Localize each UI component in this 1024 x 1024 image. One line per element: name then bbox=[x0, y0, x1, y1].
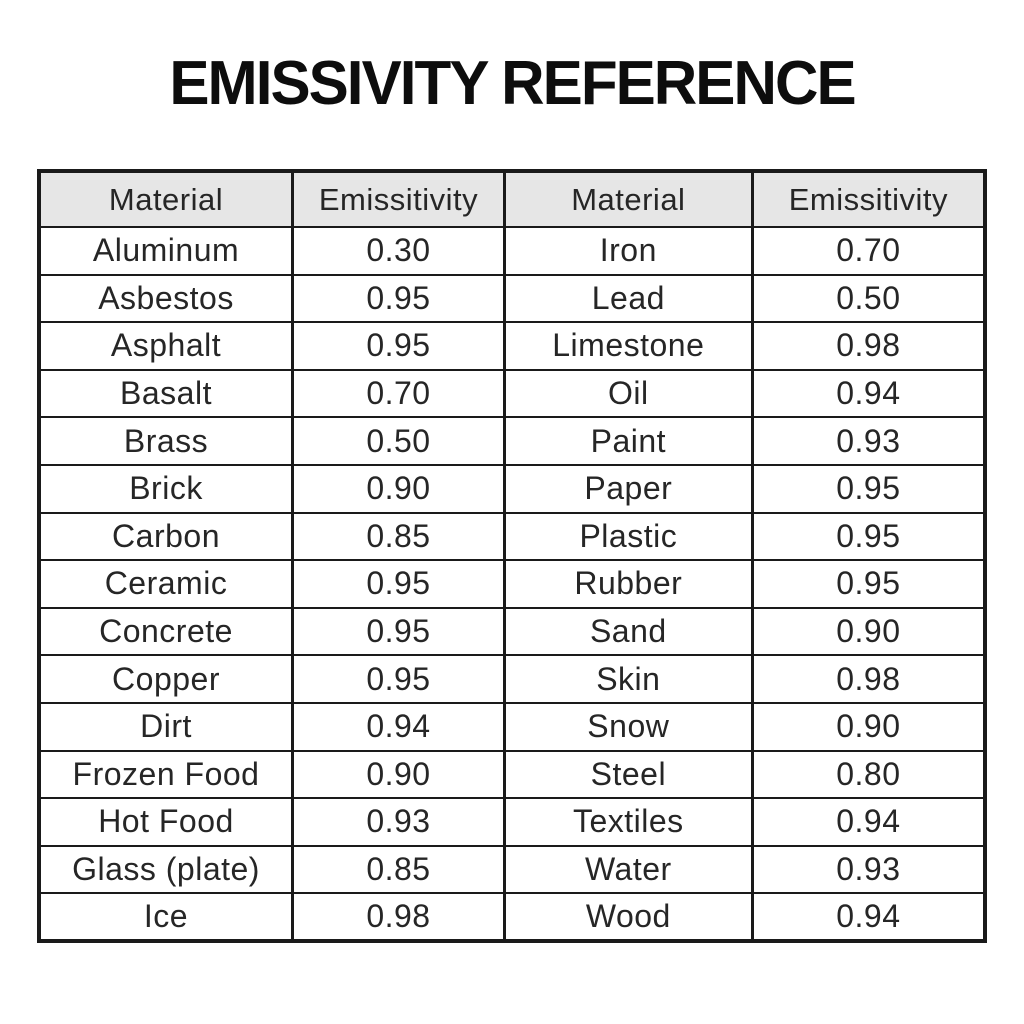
emissivity-cell: 0.98 bbox=[750, 654, 987, 704]
material-cell: Ice bbox=[37, 892, 295, 942]
table-row: Copper 0.95 Skin 0.98 bbox=[37, 654, 987, 704]
emissivity-cell: 0.70 bbox=[750, 226, 987, 276]
table-header: Material Emissitivity Material Emissitiv… bbox=[37, 170, 987, 228]
emissivity-cell: 0.95 bbox=[750, 463, 987, 514]
table-row: Ceramic 0.95 Rubber 0.95 bbox=[37, 559, 987, 609]
emissivity-cell: 0.93 bbox=[750, 844, 987, 895]
emissivity-cell: 0.95 bbox=[750, 511, 987, 562]
table-row: Hot Food 0.93 Textiles 0.94 bbox=[37, 797, 987, 847]
table-body: Aluminum 0.30 Iron 0.70 Asbestos 0.95 Le… bbox=[37, 226, 987, 942]
table-row: Glass (plate) 0.85 Water 0.93 bbox=[37, 844, 987, 895]
emissivity-cell: 0.50 bbox=[750, 273, 987, 324]
emissivity-cell: 0.94 bbox=[750, 368, 987, 419]
material-cell: Rubber bbox=[502, 559, 754, 609]
table-row: Frozen Food 0.90 Steel 0.80 bbox=[37, 749, 987, 800]
emissivity-cell: 0.50 bbox=[291, 416, 506, 466]
material-cell: Dirt bbox=[37, 701, 295, 752]
material-cell: Iron bbox=[502, 226, 754, 276]
page-title: EMISSIVITY REFERENCE bbox=[169, 49, 856, 118]
emissivity-cell: 0.98 bbox=[291, 892, 506, 942]
material-cell: Hot Food bbox=[37, 797, 295, 847]
table-row: Dirt 0.94 Snow 0.90 bbox=[37, 701, 987, 752]
table-row: Aluminum 0.30 Iron 0.70 bbox=[37, 226, 987, 276]
table-row: Ice 0.98 Wood 0.94 bbox=[37, 892, 987, 942]
material-cell: Skin bbox=[502, 654, 754, 704]
material-cell: Brick bbox=[37, 463, 295, 514]
emissivity-cell: 0.90 bbox=[750, 606, 987, 657]
emissivity-cell: 0.94 bbox=[750, 892, 987, 942]
material-cell: Glass (plate) bbox=[37, 844, 295, 895]
material-cell: Carbon bbox=[37, 511, 295, 562]
header-material-left: Material bbox=[37, 170, 295, 228]
emissivity-cell: 0.95 bbox=[291, 654, 506, 704]
material-cell: Brass bbox=[37, 416, 295, 466]
material-cell: Ceramic bbox=[37, 559, 295, 609]
table-row: Concrete 0.95 Sand 0.90 bbox=[37, 606, 987, 657]
header-emissivity-right: Emissitivity bbox=[750, 170, 987, 228]
emissivity-cell: 0.95 bbox=[291, 606, 506, 657]
material-cell: Aluminum bbox=[37, 226, 295, 276]
emissivity-cell: 0.94 bbox=[750, 797, 987, 847]
emissivity-cell: 0.80 bbox=[750, 749, 987, 800]
material-cell: Asphalt bbox=[37, 321, 295, 371]
material-cell: Limestone bbox=[502, 321, 754, 371]
emissivity-cell: 0.70 bbox=[291, 368, 506, 419]
material-cell: Frozen Food bbox=[37, 749, 295, 800]
material-cell: Water bbox=[502, 844, 754, 895]
emissivity-cell: 0.98 bbox=[750, 321, 987, 371]
emissivity-table: Material Emissitivity Material Emissitiv… bbox=[37, 169, 987, 943]
material-cell: Lead bbox=[502, 273, 754, 324]
material-cell: Asbestos bbox=[37, 273, 295, 324]
emissivity-cell: 0.95 bbox=[291, 273, 506, 324]
header-emissivity-left: Emissitivity bbox=[291, 170, 506, 228]
header-material-right: Material bbox=[502, 170, 754, 228]
emissivity-cell: 0.95 bbox=[291, 321, 506, 371]
emissivity-cell: 0.85 bbox=[291, 511, 506, 562]
header-row: Material Emissitivity Material Emissitiv… bbox=[37, 170, 987, 228]
material-cell: Textiles bbox=[502, 797, 754, 847]
emissivity-cell: 0.90 bbox=[291, 463, 506, 514]
material-cell: Paint bbox=[502, 416, 754, 466]
emissivity-cell: 0.85 bbox=[291, 844, 506, 895]
material-cell: Copper bbox=[37, 654, 295, 704]
emissivity-cell: 0.95 bbox=[750, 559, 987, 609]
material-cell: Wood bbox=[502, 892, 754, 942]
emissivity-cell: 0.93 bbox=[750, 416, 987, 466]
material-cell: Steel bbox=[502, 749, 754, 800]
table-row: Brass 0.50 Paint 0.93 bbox=[37, 416, 987, 466]
emissivity-cell: 0.30 bbox=[291, 226, 506, 276]
table-row: Carbon 0.85 Plastic 0.95 bbox=[37, 511, 987, 562]
emissivity-cell: 0.90 bbox=[291, 749, 506, 800]
material-cell: Concrete bbox=[37, 606, 295, 657]
emissivity-cell: 0.95 bbox=[291, 559, 506, 609]
table-row: Basalt 0.70 Oil 0.94 bbox=[37, 368, 987, 419]
table-row: Asphalt 0.95 Limestone 0.98 bbox=[37, 321, 987, 371]
emissivity-cell: 0.90 bbox=[750, 701, 987, 752]
material-cell: Paper bbox=[502, 463, 754, 514]
emissivity-cell: 0.94 bbox=[291, 701, 506, 752]
table-row: Brick 0.90 Paper 0.95 bbox=[37, 463, 987, 514]
material-cell: Snow bbox=[502, 701, 754, 752]
emissivity-cell: 0.93 bbox=[291, 797, 506, 847]
material-cell: Sand bbox=[502, 606, 754, 657]
material-cell: Plastic bbox=[502, 511, 754, 562]
material-cell: Oil bbox=[502, 368, 754, 419]
table-row: Asbestos 0.95 Lead 0.50 bbox=[37, 273, 987, 324]
material-cell: Basalt bbox=[37, 368, 295, 419]
